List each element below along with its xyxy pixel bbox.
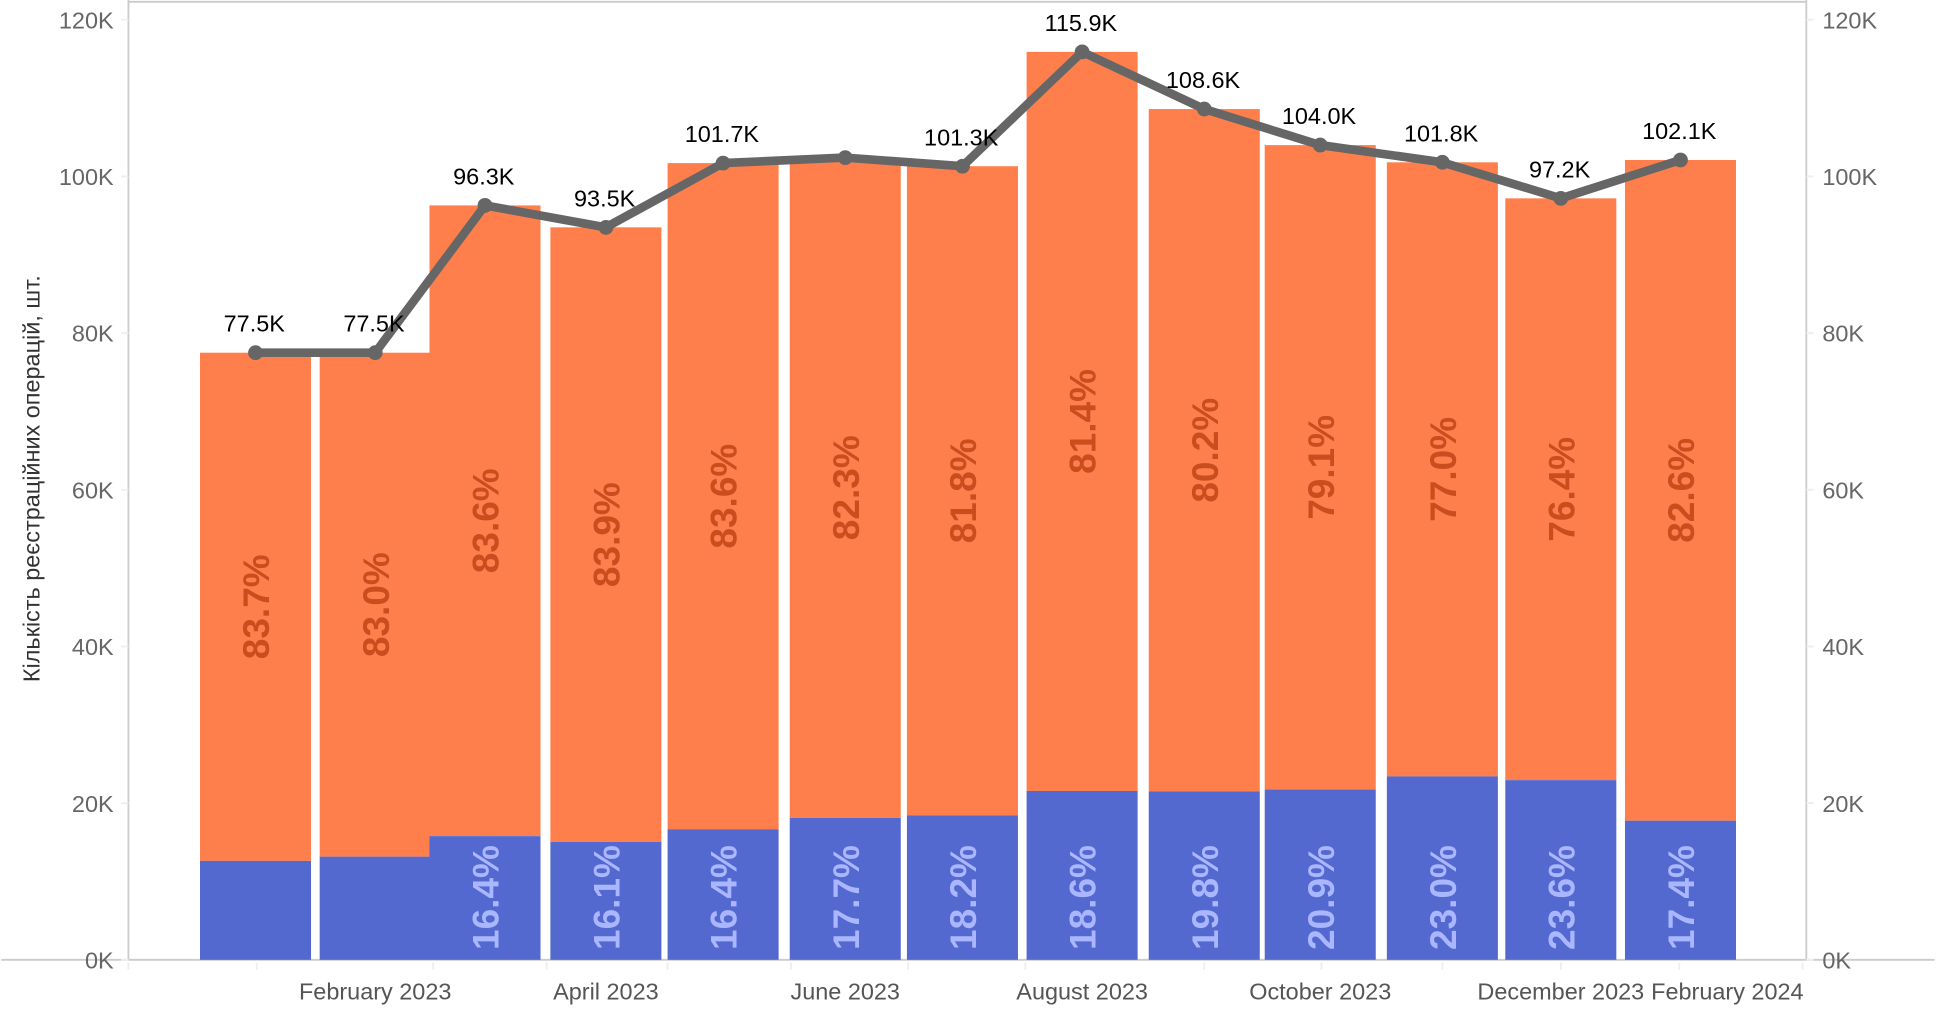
total-label: 108.6K (1166, 67, 1241, 93)
total-label: 96.3K (453, 163, 515, 189)
y-tick-label: 20K (72, 791, 114, 817)
y2-tick-label: 0K (1822, 947, 1851, 973)
bar-segment-blue (200, 860, 312, 960)
total-point (837, 150, 853, 166)
bar-label-orange: 83.9% (585, 482, 627, 587)
bar-segment-blue (1386, 776, 1498, 960)
total-label: 77.5K (224, 311, 286, 337)
total-label: 97.2K (1529, 156, 1591, 182)
bar-label-orange: 80.2% (1184, 398, 1226, 503)
x-tick-label: April 2023 (553, 978, 659, 1004)
bar-segment-orange (200, 352, 312, 861)
x-tick-label: February 2024 (1651, 978, 1803, 1004)
bar-segment-blue (1505, 780, 1617, 960)
x-tick-label: February 2023 (299, 978, 451, 1004)
bar-label-blue: 18.2% (942, 845, 984, 950)
total-point (1074, 44, 1090, 60)
y-tick-label: 0K (85, 947, 114, 973)
bar-segment-blue (429, 836, 541, 960)
bar-segment-blue (906, 815, 1018, 960)
y2-tick-label: 80K (1822, 321, 1864, 347)
bar-label-blue: 23.0% (1422, 845, 1464, 950)
bar-label-blue: 16.4% (703, 845, 745, 950)
y-tick-label: 100K (59, 164, 114, 190)
total-label: 115.9K (1045, 10, 1118, 36)
total-label: 101.3K (924, 124, 999, 150)
bar-label-blue: 17.7% (825, 845, 867, 950)
bar-segment-orange (906, 166, 1018, 816)
bar-segment-orange (1148, 109, 1260, 792)
bar-segment-blue (550, 841, 662, 960)
bar-segment-blue (789, 817, 901, 960)
bar-segment-orange (1386, 162, 1498, 777)
bar-segment-orange (1505, 198, 1617, 781)
bar-segment-orange (789, 157, 901, 818)
total-point (248, 345, 263, 361)
bar-label-orange: 83.6% (703, 444, 745, 549)
total-point (477, 198, 493, 213)
total-label: 101.7K (685, 121, 760, 147)
bar-segment-blue (1026, 790, 1138, 960)
bar-label-blue: 19.8% (1184, 845, 1226, 950)
total-label: 104.0K (1282, 103, 1357, 129)
y2-tick-label: 60K (1822, 477, 1864, 503)
bar-segment-orange (550, 227, 662, 842)
bar-segment-orange (667, 163, 779, 830)
bar-label-orange: 83.6% (465, 468, 507, 573)
bar-label-blue: 20.9% (1300, 845, 1342, 950)
total-point (1553, 190, 1569, 206)
bar-segment-blue (1148, 791, 1260, 960)
bar-segment-orange (1026, 51, 1138, 791)
bar-label-orange: 83.0% (355, 552, 397, 657)
total-point (1312, 137, 1328, 153)
bar-label-orange: 79.1% (1300, 415, 1342, 520)
bar-label-orange: 76.4% (1540, 437, 1582, 542)
total-point (955, 158, 970, 174)
bar-label-blue: 17.4% (1660, 845, 1702, 950)
total-point (598, 219, 614, 235)
y2-tick-label: 120K (1822, 7, 1877, 33)
total-label: 93.5K (574, 185, 636, 211)
bar-segment-orange (1264, 145, 1376, 790)
x-tick-label: August 2023 (1016, 978, 1148, 1004)
bar-segment-blue (1624, 820, 1736, 960)
y-axis-title: Кількість реєстраційних операцій, шт. (19, 275, 45, 682)
total-point (1434, 154, 1450, 170)
total-label: 102.1K (1642, 118, 1717, 144)
x-tick-label: December 2023 (1477, 978, 1644, 1004)
bar-label-orange: 83.7% (235, 554, 277, 659)
bar-segment-blue (319, 856, 431, 960)
bar-segment-blue (1264, 789, 1376, 960)
bar-label-orange: 81.4% (1062, 369, 1104, 474)
total-point (715, 155, 731, 171)
bar-label-blue: 18.6% (1062, 845, 1104, 950)
bar-segment-blue (667, 829, 779, 960)
x-tick-label: June 2023 (791, 978, 900, 1004)
bar-segment-orange (1624, 159, 1736, 821)
bar-label-orange: 82.6% (1660, 438, 1702, 543)
y2-tick-label: 20K (1822, 791, 1864, 817)
bar-label-orange: 82.3% (825, 435, 867, 540)
y2-tick-label: 100K (1822, 164, 1877, 190)
total-label: 77.5K (343, 311, 405, 337)
y2-tick-label: 40K (1822, 634, 1864, 660)
y-tick-label: 120K (59, 7, 114, 33)
bar-segment-orange (319, 352, 431, 857)
y-tick-label: 60K (72, 477, 114, 503)
bar-segment-orange (429, 205, 541, 837)
y-tick-label: 40K (72, 634, 114, 660)
total-point (367, 345, 383, 361)
bar-label-blue: 23.6% (1540, 845, 1582, 950)
total-point (1673, 152, 1688, 168)
total-label: 101.8K (1404, 120, 1479, 146)
bar-label-blue: 16.4% (465, 845, 507, 950)
bar-label-blue: 16.1% (585, 845, 627, 950)
y-tick-label: 80K (72, 321, 114, 347)
total-point (1196, 101, 1212, 117)
x-tick-label: October 2023 (1249, 978, 1391, 1004)
bar-label-orange: 77.0% (1422, 417, 1464, 522)
bar-label-orange: 81.8% (942, 438, 984, 543)
